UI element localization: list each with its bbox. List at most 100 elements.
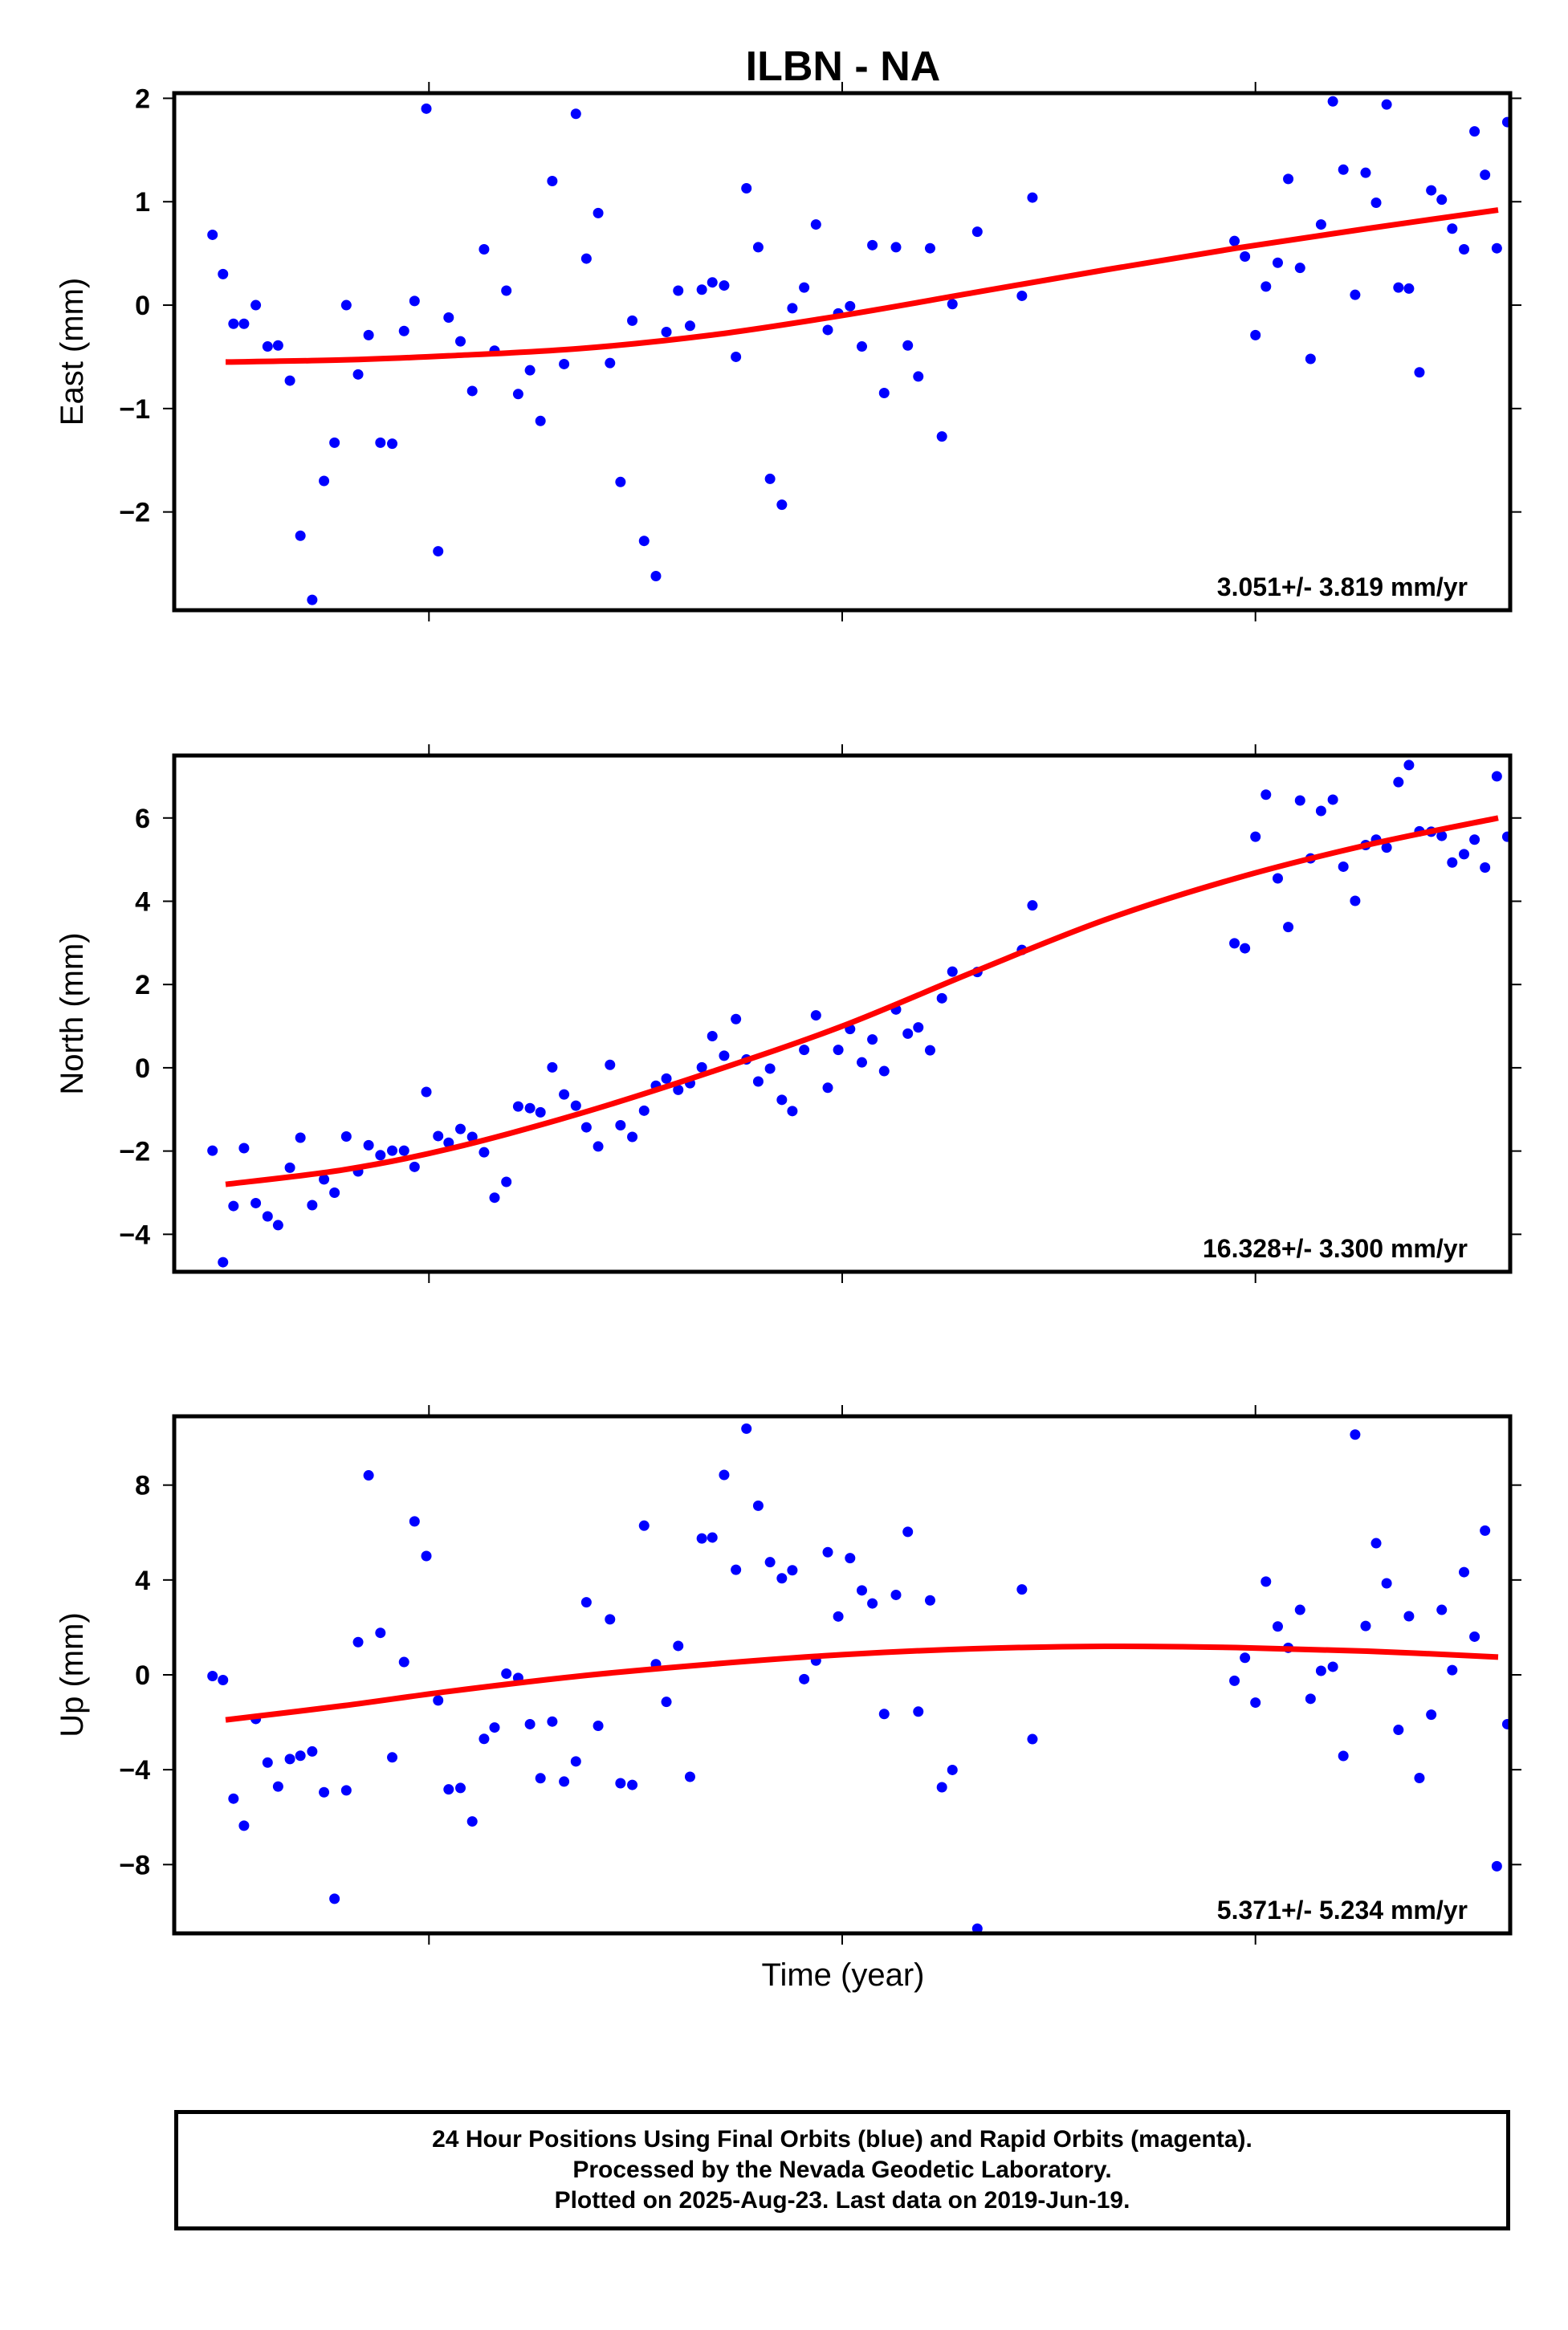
data-point [857,341,868,352]
y-tick-label: −4 [119,1755,150,1786]
data-point [1240,1652,1251,1664]
data-point [764,1063,776,1074]
data-point [501,1668,512,1680]
data-point [1338,861,1349,872]
data-point [719,280,730,291]
data-point [262,341,273,352]
data-point [696,284,707,295]
caption-line-2: Processed by the Nevada Geodetic Laborat… [572,2157,1112,2183]
fit-curve [225,1644,1499,1723]
data-point [857,1585,868,1596]
y-tick-label: 0 [135,1660,150,1691]
data-point [228,1793,239,1804]
data-point [1315,805,1326,817]
data-point [1016,290,1028,301]
caption-line-3: Plotted on 2025-Aug-23. Last data on 201… [554,2187,1130,2214]
data-point [262,1757,273,1768]
data-point [1480,169,1491,181]
data-point [752,1076,764,1087]
data-point [799,282,810,293]
data-point [295,530,306,541]
data-point [1272,873,1283,884]
data-point [822,1082,833,1094]
data-point [1501,831,1510,842]
data-point [1370,1538,1382,1549]
data-point [1229,1675,1240,1686]
data-point [787,1565,798,1576]
data-point [547,1061,558,1073]
rate-annotation: 3.051+/- 3.819 mm/yr [1217,572,1468,601]
data-point [924,242,935,254]
data-point [1370,198,1382,209]
y-tick-label: −2 [119,498,150,528]
data-point [1469,834,1480,845]
data-point [1491,771,1502,782]
data-point [1350,289,1361,300]
data-point [1027,192,1038,203]
data-point [971,226,983,238]
data-point [547,1716,558,1727]
data-point [1480,862,1491,873]
data-point [605,1614,616,1625]
data-point [228,318,239,329]
data-point [479,1147,490,1158]
data-point [501,1176,512,1187]
data-point [409,295,420,307]
data-point [731,1564,742,1575]
data-point [661,1073,672,1084]
data-point [1459,1566,1470,1578]
panel-3: 8 4 0 −4 −8 Up (mm) 5.371+/- 5.234 mm/yr [55,1405,1521,1945]
data-point [731,1013,742,1024]
data-point [524,365,536,376]
data-point [1447,857,1458,868]
data-point [319,1786,330,1798]
fit-curve [225,815,1499,1187]
data-point [1414,1773,1425,1784]
data-point [605,1059,616,1070]
data-point [1501,116,1510,128]
data-point [627,1131,638,1143]
data-point [1229,938,1240,949]
y-tick-label: −8 [119,1850,150,1880]
data-point [1414,367,1425,378]
data-point [638,536,650,547]
data-point [524,1718,536,1729]
data-point [559,358,570,369]
data-point [799,1045,810,1056]
data-point [661,1697,672,1708]
data-point [421,1086,432,1098]
data-point [1250,831,1261,842]
data-point [1261,281,1272,292]
data-point [363,329,374,340]
data-point [398,325,409,336]
data-point [272,1220,283,1231]
data-point [810,219,821,230]
data-point [1272,1621,1283,1632]
data-point [799,1673,810,1684]
data-point [810,1010,821,1021]
data-point [902,1028,914,1039]
data-point [719,1469,730,1481]
data-point [250,1197,262,1208]
data-point [272,340,283,351]
y-tick-label: 1 [135,187,150,218]
data-point [559,1776,570,1787]
data-point [1436,830,1448,841]
data-point [627,315,638,326]
data-point [857,1057,868,1068]
data-point [1294,1604,1305,1615]
data-point [512,1101,523,1112]
data-point [443,1137,454,1148]
data-point [1294,263,1305,274]
data-point [845,1553,856,1564]
data-point [707,1532,718,1543]
data-point [1305,1693,1316,1705]
data-point [719,1050,730,1061]
data-point [524,1102,536,1114]
data-point [218,1257,229,1268]
data-point [443,312,454,323]
data-point [752,242,764,253]
data-point [752,1500,764,1511]
data-point [421,103,432,114]
data-point [696,1061,707,1073]
